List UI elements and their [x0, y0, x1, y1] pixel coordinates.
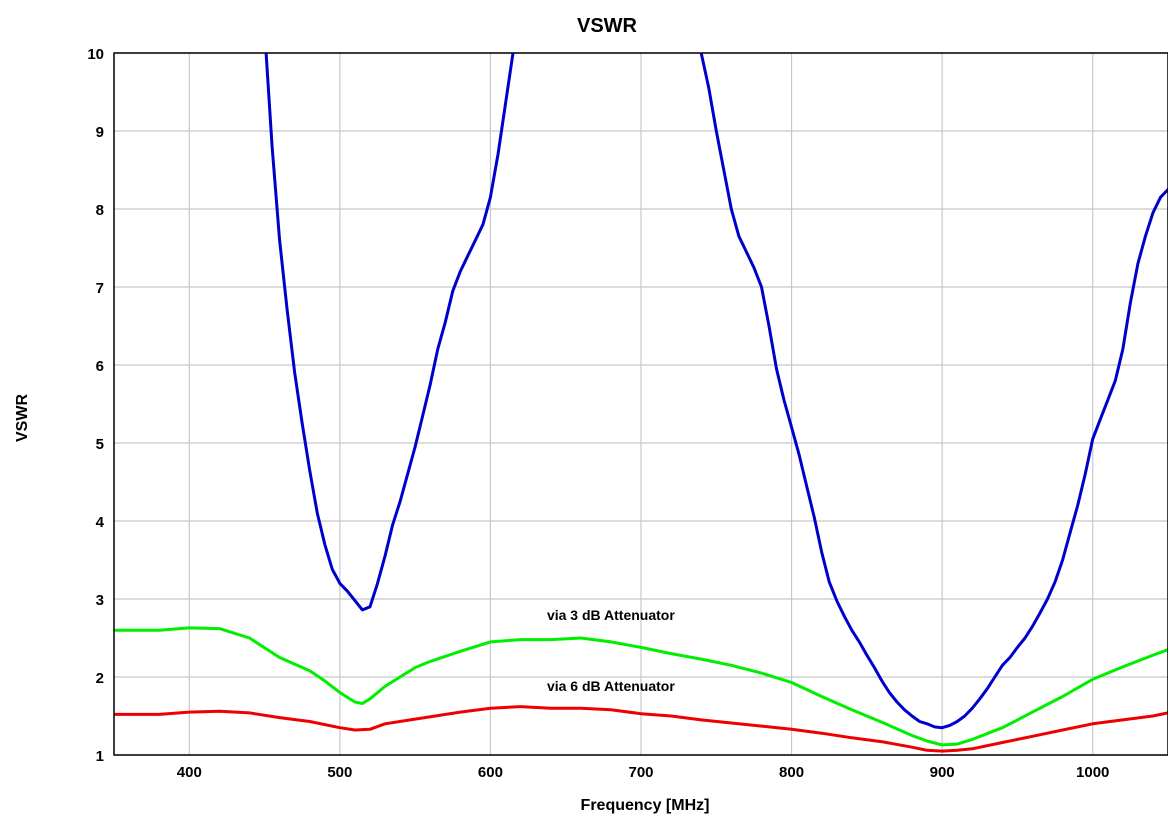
x-tick-label: 600: [478, 764, 503, 781]
x-tick-label: 900: [930, 764, 955, 781]
y-tick-label: 3: [96, 592, 104, 609]
plot-frame: [113, 52, 1168, 756]
y-axis-label: VSWR: [14, 394, 31, 442]
y-tick-label: 4: [96, 514, 105, 531]
x-axis-label: Frequency [MHz]: [581, 797, 710, 814]
series-annotation: via 3 dB Attenuator: [547, 607, 675, 623]
x-tick-label: 500: [327, 764, 352, 781]
chart-title: VSWR: [577, 15, 638, 37]
y-tick-label: 1: [96, 748, 104, 765]
y-tick-labels: 1 2 3 4 5 6 7 8 9 10: [87, 46, 104, 765]
x-tick-label: 800: [779, 764, 804, 781]
series-annotations: via 3 dB Attenuator via 6 dB Attenuator: [547, 607, 675, 694]
x-tick-label: 400: [177, 764, 202, 781]
x-tick-labels: 400 500 600 700 800 900 1000: [177, 764, 1110, 781]
y-tick-label: 6: [96, 358, 104, 375]
series-lines: [114, 53, 1168, 753]
y-tick-label: 9: [96, 124, 104, 141]
x-tick-label: 1000: [1076, 764, 1109, 781]
series-annotation: via 6 dB Attenuator: [547, 678, 675, 694]
y-tick-label: 2: [96, 670, 104, 687]
series-line-3: [114, 705, 1168, 753]
y-tick-label: 7: [96, 280, 104, 297]
x-tick-label: 700: [628, 764, 653, 781]
y-tick-label: 10: [87, 46, 104, 63]
y-tick-label: 5: [96, 436, 104, 453]
y-tick-label: 8: [96, 202, 104, 219]
series-line-1: [264, 53, 1168, 730]
series-line-2: [114, 626, 1168, 747]
